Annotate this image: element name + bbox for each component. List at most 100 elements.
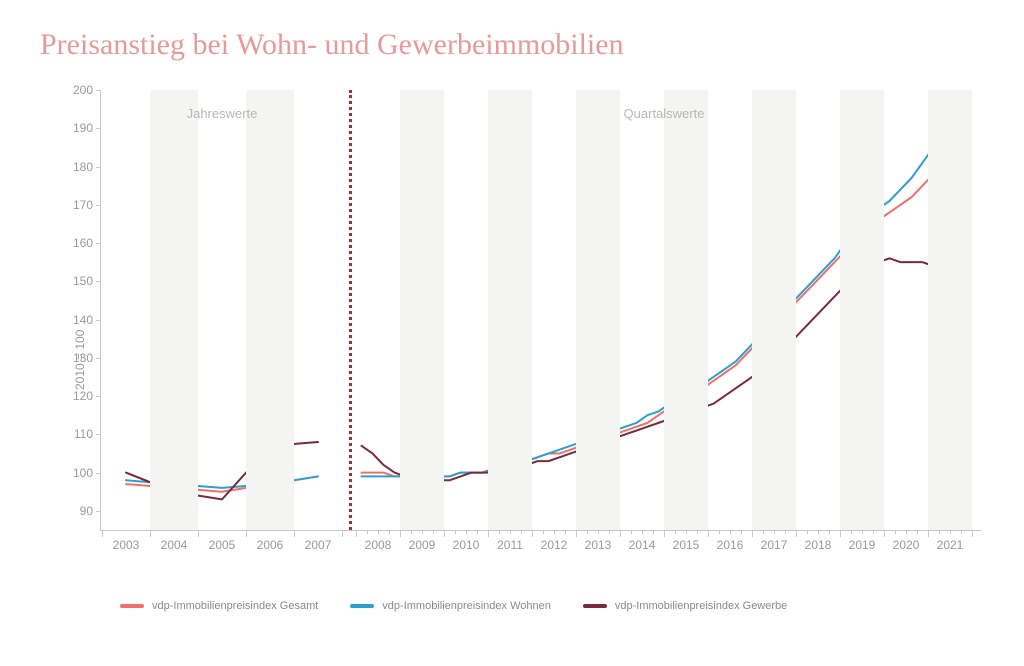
x-tick-label: 2017 <box>761 538 788 552</box>
x-tick <box>620 530 621 537</box>
x-tick <box>150 530 151 537</box>
year-band <box>928 90 972 530</box>
x-tick-label: 2014 <box>629 538 656 552</box>
x-minor-tick <box>686 530 687 534</box>
x-minor-tick <box>675 530 676 534</box>
x-minor-tick <box>873 530 874 534</box>
y-tick-label: 140 <box>61 313 93 327</box>
x-tick <box>664 530 665 537</box>
x-minor-tick <box>730 530 731 534</box>
legend-item: vdp-Immobilienpreisindex Gewerbe <box>583 600 787 612</box>
x-minor-tick <box>609 530 610 534</box>
x-minor-tick <box>422 530 423 534</box>
x-minor-tick <box>785 530 786 534</box>
x-tick-label: 2011 <box>497 538 523 552</box>
section-label-annual: Jahreswerte <box>187 106 258 121</box>
x-minor-tick <box>631 530 632 534</box>
x-tick-label: 2012 <box>541 538 568 552</box>
legend-item: vdp-Immobilienpreisindex Gesamt <box>120 600 318 612</box>
x-tick-label: 2015 <box>673 538 700 552</box>
year-band <box>840 90 884 530</box>
x-minor-tick <box>466 530 467 534</box>
x-tick <box>884 530 885 537</box>
y-tick <box>96 205 101 206</box>
x-tick <box>488 530 489 537</box>
x-minor-tick <box>939 530 940 534</box>
x-tick-label: 2018 <box>805 538 832 552</box>
x-minor-tick <box>411 530 412 534</box>
x-tick-label: 2008 <box>365 538 392 552</box>
x-minor-tick <box>961 530 962 534</box>
section-label-quarterly: Quartalswerte <box>624 106 705 121</box>
x-tick <box>928 530 929 537</box>
x-tick <box>796 530 797 537</box>
y-tick-label: 190 <box>61 121 93 135</box>
x-tick <box>972 530 973 537</box>
x-tick-label: 2016 <box>717 538 744 552</box>
legend-label: vdp-Immobilienpreisindex Wohnen <box>382 600 551 612</box>
x-tick <box>198 530 199 537</box>
y-tick <box>96 243 101 244</box>
y-tick <box>96 511 101 512</box>
y-tick-label: 170 <box>61 198 93 212</box>
x-tick <box>400 530 401 537</box>
y-tick-label: 120 <box>61 389 93 403</box>
x-tick-label: 2004 <box>161 538 188 552</box>
year-band <box>150 90 198 530</box>
x-minor-tick <box>807 530 808 534</box>
x-tick-label: 2020 <box>893 538 920 552</box>
x-tick <box>576 530 577 537</box>
x-tick-label: 2019 <box>849 538 876 552</box>
y-tick <box>96 434 101 435</box>
legend: vdp-Immobilienpreisindex Gesamt vdp-Immob… <box>120 600 787 612</box>
x-tick <box>102 530 103 537</box>
year-band <box>752 90 796 530</box>
y-tick <box>96 320 101 321</box>
x-minor-tick <box>851 530 852 534</box>
x-tick <box>840 530 841 537</box>
x-minor-tick <box>554 530 555 534</box>
year-band <box>664 90 708 530</box>
y-tick <box>96 90 101 91</box>
year-band <box>576 90 620 530</box>
x-minor-tick <box>818 530 819 534</box>
y-tick <box>96 281 101 282</box>
year-band <box>488 90 532 530</box>
y-tick-label: 200 <box>61 83 93 97</box>
legend-item: vdp-Immobilienpreisindex Wohnen <box>350 600 551 612</box>
x-tick-label: 2010 <box>453 538 480 552</box>
section-divider <box>349 90 352 530</box>
x-minor-tick <box>477 530 478 534</box>
x-minor-tick <box>774 530 775 534</box>
x-tick <box>342 530 343 537</box>
x-minor-tick <box>510 530 511 534</box>
x-minor-tick <box>642 530 643 534</box>
x-tick <box>752 530 753 537</box>
x-minor-tick <box>950 530 951 534</box>
year-band <box>246 90 294 530</box>
x-tick-label: 2013 <box>585 538 612 552</box>
x-minor-tick <box>906 530 907 534</box>
x-minor-tick <box>433 530 434 534</box>
x-tick <box>532 530 533 537</box>
x-tick <box>444 530 445 537</box>
x-tick-label: 2021 <box>937 538 964 552</box>
legend-swatch <box>120 604 144 608</box>
x-minor-tick <box>389 530 390 534</box>
x-tick <box>708 530 709 537</box>
x-minor-tick <box>697 530 698 534</box>
legend-label: vdp-Immobilienpreisindex Gesamt <box>152 600 318 612</box>
chart-area: 2010 = 100 90100110120130140150160170180… <box>60 90 980 570</box>
x-minor-tick <box>829 530 830 534</box>
y-tick-label: 150 <box>61 274 93 288</box>
y-tick-label: 90 <box>61 504 93 518</box>
x-tick <box>294 530 295 537</box>
chart-title: Preisanstieg bei Wohn- und Gewerbeimmobi… <box>40 28 624 62</box>
y-tick-label: 180 <box>61 160 93 174</box>
x-minor-tick <box>565 530 566 534</box>
y-tick <box>96 396 101 397</box>
x-tick-label: 2007 <box>305 538 332 552</box>
x-minor-tick <box>862 530 863 534</box>
y-tick-label: 110 <box>61 427 93 441</box>
y-tick <box>96 473 101 474</box>
